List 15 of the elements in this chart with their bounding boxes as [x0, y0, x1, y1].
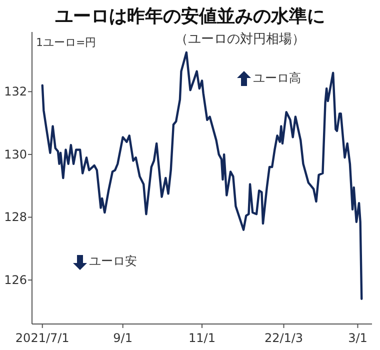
y-tick-label: 128	[4, 210, 27, 224]
chart-title: ユーロは昨年の安値並みの水準に	[55, 6, 325, 27]
x-tick-label: 9/1	[113, 331, 132, 345]
annotation: ユーロ高	[253, 71, 301, 85]
y-tick-label: 126	[4, 273, 27, 288]
y-tick-label: 130	[4, 147, 27, 162]
x-tick-label: 3/1	[348, 331, 368, 345]
line-series	[41, 51, 363, 300]
y-tick-label: 132	[4, 84, 27, 99]
x-tick-label: 22/1/3	[264, 331, 304, 345]
annotation: ユーロ安	[89, 254, 137, 268]
x-tick-label: 11/1	[188, 331, 216, 345]
x-tick-label: 2021/7/1	[15, 331, 70, 345]
chart-subtitle: （ユーロの対円相場）	[175, 31, 305, 47]
y-axis-title: 1ユーロ=円	[36, 36, 96, 49]
